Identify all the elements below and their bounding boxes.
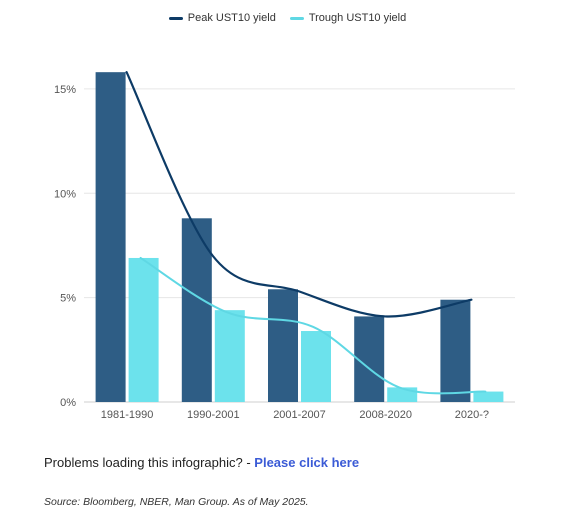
chart: 0% 5% 10% 15% 1981-1990 1990-2001 2001-2007 200… xyxy=(54,71,515,421)
peak-trend-line xyxy=(125,71,473,318)
y-tick-label: 0% xyxy=(60,397,76,409)
peak-bar-2 xyxy=(268,289,298,402)
legend-label-trough: Trough UST10 yield xyxy=(308,12,407,24)
trough-bar-1 xyxy=(214,310,245,402)
source-note: Source: Bloomberg, NBER, Man Group. As o… xyxy=(44,496,309,508)
trough-bar-2 xyxy=(301,331,331,402)
x-tick-label: 2001-2007 xyxy=(273,409,326,421)
x-tick-label: 2020-? xyxy=(455,409,489,421)
y-tick-label: 15% xyxy=(54,84,76,96)
problem-loading-notice: Problems loading this infographic? - Ple… xyxy=(44,455,359,470)
chart-legend: Peak UST10 yield Trough UST10 yield xyxy=(0,12,575,24)
trough-bar-4 xyxy=(473,391,504,402)
problem-text: Problems loading this infographic? - xyxy=(44,455,255,470)
trough-trend-line xyxy=(139,256,487,395)
x-tick-label: 1981-1990 xyxy=(101,409,154,421)
y-tick-label: 10% xyxy=(54,188,76,200)
peak-bar-1 xyxy=(181,218,212,402)
x-tick-label: 1990-2001 xyxy=(187,409,240,421)
trough-bar-0 xyxy=(128,257,159,402)
click-here-link[interactable]: Please click here xyxy=(254,455,360,470)
x-tick-label: 2008-2020 xyxy=(359,409,412,421)
trough-bar-3 xyxy=(387,387,418,402)
legend-item-trough[interactable]: Trough UST10 yield xyxy=(289,12,407,24)
legend-label-peak: Peak UST10 yield xyxy=(187,12,276,24)
legend-item-peak[interactable]: Peak UST10 yield xyxy=(168,12,276,24)
y-tick-label: 5% xyxy=(60,293,76,305)
legend-swatch-peak xyxy=(168,16,183,20)
peak-bar-4 xyxy=(440,299,471,402)
legend-swatch-trough xyxy=(289,16,304,20)
peak-bar-0 xyxy=(95,72,126,403)
